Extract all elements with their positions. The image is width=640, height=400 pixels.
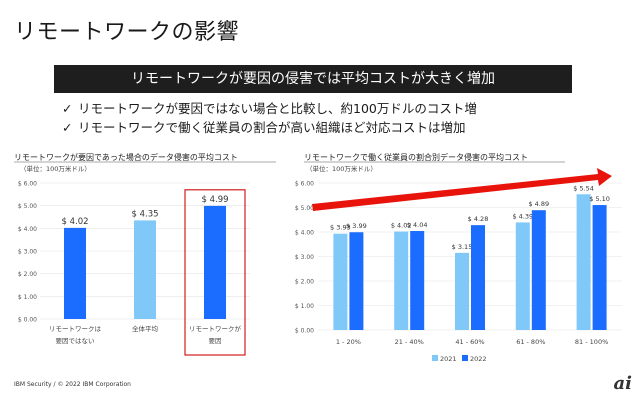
bullet-item: ✓ リモートワークで働く従業員の割合が高い組織ほど対応コストは増加 <box>62 118 477 137</box>
chart1-bar <box>134 220 156 319</box>
chart1-category-label: 要因ではない <box>56 337 95 345</box>
chart2-value-label: $ 4.39 <box>512 212 533 220</box>
chart2-value-label: $ 3.93 <box>330 224 351 232</box>
chart2-value-label: $ 4.28 <box>468 215 489 223</box>
chart1-category-label: リモートワークは <box>49 325 102 333</box>
chart2-ytick-label: $ 2.00 <box>295 279 314 286</box>
ai-logo: ai <box>613 373 632 394</box>
chart1-value-label: $ 4.02 <box>61 217 88 227</box>
chart1-category-label: リモートワークが <box>189 324 242 333</box>
bullet-text: リモートワークが要因ではない場合と比較し、約100万ドルのコスト増 <box>78 101 477 116</box>
bullet-text: リモートワークで働く従業員の割合が高い組織ほど対応コストは増加 <box>78 120 466 135</box>
chart2-legend-label: 2022 <box>470 355 487 363</box>
chart1-ytick-label: $ 6.00 <box>18 181 37 188</box>
chart2-bar-2022 <box>410 231 425 330</box>
chart2-ytick-label: $ 6.00 <box>295 181 314 188</box>
page-title: リモートワークの影響 <box>14 20 240 45</box>
chart1-category-label: 全体平均 <box>132 324 159 333</box>
chart1-value-label: $ 4.99 <box>201 195 228 205</box>
chart2-value-label: $ 5.54 <box>573 184 594 192</box>
chart2-bar-2021 <box>394 231 409 330</box>
chart2-ytick-label: $ 4.00 <box>295 230 314 237</box>
chart2-bar-2021 <box>576 194 591 330</box>
chart2-legend-label: 2021 <box>440 355 457 363</box>
bullet-list: ✓ リモートワークが要因ではない場合と比較し、約100万ドルのコスト増 ✓ リモート… <box>62 99 477 137</box>
chart2-category-label: 21 - 40% <box>395 338 424 346</box>
chart1-bar <box>64 227 86 319</box>
chart2-ytick-label: $ 5.00 <box>295 205 314 212</box>
chart1-value-label: $ 4.35 <box>131 209 158 219</box>
chart2-bar-2022 <box>349 232 364 330</box>
chart2-bar-2022 <box>471 225 485 330</box>
chart2-category-label: 41 - 60% <box>455 338 484 346</box>
chart2-ytick-label: $ 1.00 <box>295 303 314 310</box>
chart1-highlight-box <box>184 189 246 356</box>
check-icon: ✓ <box>62 120 73 135</box>
chart1-ytick-label: $ 0.00 <box>18 317 37 324</box>
chart2-legend-swatch-2022 <box>462 355 468 361</box>
chart2-value-label: $ 4.04 <box>407 221 428 229</box>
chart2-value-label: $ 3.99 <box>346 222 367 230</box>
chart2-legend-swatch-2021 <box>432 355 438 361</box>
chart1-ytick-label: $ 4.00 <box>18 226 37 233</box>
chart1-title: リモートワークが要因であった場合のデータ侵害の平均コスト <box>14 152 238 162</box>
chart1-subtitle: （単位：100万米ドル） <box>20 164 91 173</box>
check-icon: ✓ <box>62 101 73 116</box>
copyright-footer: IBM Security / © 2022 IBM Corporation <box>14 381 131 388</box>
chart1-ytick-label: $ 1.00 <box>18 294 37 301</box>
chart2-bar-2022 <box>592 205 607 330</box>
bullet-item: ✓ リモートワークが要因ではない場合と比較し、約100万ドルのコスト増 <box>62 99 477 118</box>
chart2-title: リモートワークで働く従業員の割合別データ侵害の平均コスト <box>304 152 528 162</box>
chart1-bar <box>204 205 226 319</box>
summary-banner: リモートワークが要因の侵害では平均コストが大きく増加 <box>54 65 572 93</box>
chart2-subtitle: （単位：100万米ドル） <box>306 164 377 173</box>
chart2-ytick-label: $ 0.00 <box>295 328 314 335</box>
chart2-ytick-label: $ 3.00 <box>295 254 314 261</box>
trend-arrow <box>312 168 612 211</box>
chart2-category-label: 1 - 20% <box>336 338 361 346</box>
chart1-ytick-label: $ 2.00 <box>18 271 37 278</box>
chart2-category-label: 81 - 100% <box>575 338 608 346</box>
chart2-value-label: $ 3.15 <box>452 243 473 251</box>
chart2-value-label: $ 5.10 <box>589 195 610 203</box>
chart1-ytick-label: $ 3.00 <box>18 249 37 256</box>
chart2-value-label: $ 4.89 <box>528 200 549 208</box>
chart2-category-label: 61 - 80% <box>516 338 545 346</box>
chart2-bar-2021 <box>333 233 348 330</box>
chart2-bar-2022 <box>531 210 546 330</box>
chart1-category-label: 要因 <box>209 337 222 345</box>
chart2-value-label: $ 4.02 <box>391 222 412 230</box>
chart1-ytick-label: $ 5.00 <box>18 203 37 210</box>
chart2-bar-2021 <box>455 252 469 330</box>
chart2-bar-2021 <box>515 222 530 330</box>
